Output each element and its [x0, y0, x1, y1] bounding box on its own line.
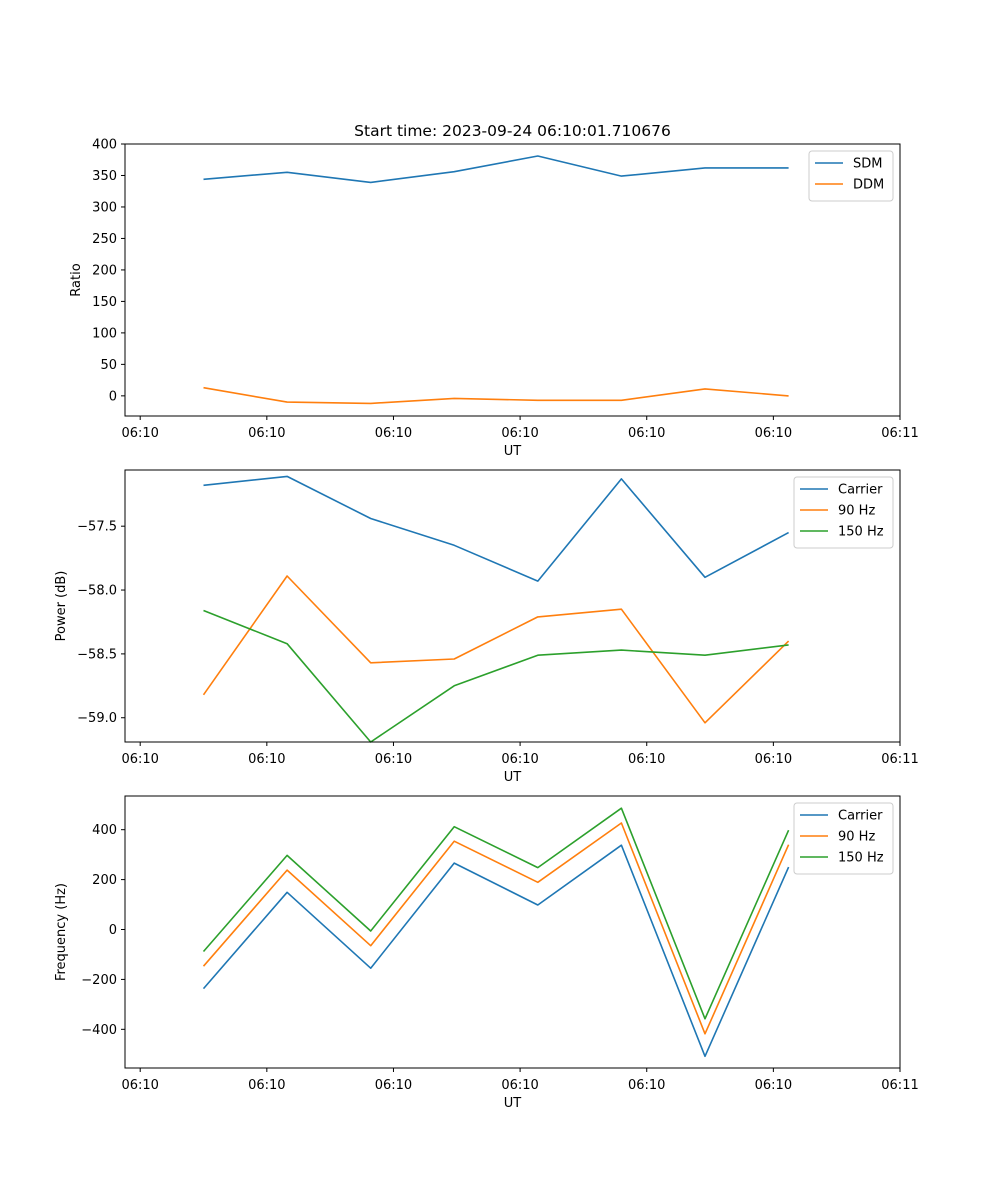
x-tick-label: 06:10 [375, 752, 412, 767]
x-tick-label: 06:10 [248, 1078, 285, 1093]
y-axis-label: Power (dB) [54, 571, 69, 642]
legend: SDM DDM [808, 150, 894, 202]
series-line-150-hz [202, 807, 790, 1020]
plot-frame [124, 469, 901, 743]
legend: Carrier 90 Hz 150 Hz [793, 476, 894, 549]
legend-label: 90 Hz [838, 830, 875, 845]
y-tick-label: 50 [100, 358, 117, 373]
legend: Carrier 90 Hz 150 Hz [793, 802, 894, 875]
legend-label: Carrier [838, 483, 883, 498]
x-tick-label: 06:10 [628, 752, 665, 767]
y-tick-label: 100 [92, 326, 117, 341]
x-tick-label: 06:10 [375, 1078, 412, 1093]
plot-frame [124, 795, 901, 1069]
x-tick-label: 06:10 [121, 426, 158, 441]
y-tick-label: −57.5 [77, 520, 117, 535]
y-tick-label: −400 [81, 1023, 117, 1038]
x-tick-label: 06:10 [248, 752, 285, 767]
y-tick-label: 200 [92, 873, 117, 888]
y-tick-label: −58.0 [77, 584, 117, 599]
series-line-150-hz [203, 609, 789, 743]
x-tick-label: 06:10 [121, 1078, 158, 1093]
x-tick-label: 06:11 [881, 1078, 918, 1093]
x-tick-label: 06:10 [755, 426, 792, 441]
x-tick-label: 06:10 [501, 752, 538, 767]
y-tick-label: −59.0 [77, 711, 117, 726]
series-line-sdm [203, 155, 789, 184]
x-tick-label: 06:10 [628, 426, 665, 441]
y-tick-label: 150 [92, 295, 117, 310]
y-tick-label: 400 [92, 823, 117, 838]
subplot-2: 06:10 06:10 06:10 06:10 06:10 06:10 06:11 −59.0… [54, 469, 919, 785]
x-tick-label: 06:10 [375, 426, 412, 441]
x-axis-label: UT [504, 1096, 522, 1111]
legend-label: 90 Hz [838, 504, 875, 519]
legend-label: DDM [853, 178, 884, 193]
x-tick-label: 06:10 [121, 752, 158, 767]
subplot-3: 06:10 06:10 06:10 06:10 06:10 06:10 06:11 −400 −… [54, 795, 919, 1111]
x-axis-label: UT [504, 770, 522, 785]
plot-frame [124, 143, 901, 417]
legend-label: SDM [853, 157, 882, 172]
legend-label: 150 Hz [838, 525, 884, 540]
y-tick-label: −200 [81, 973, 117, 988]
series-line-carrier [203, 475, 789, 582]
y-tick-label: 250 [92, 232, 117, 247]
y-tick-label: 400 [92, 138, 117, 153]
x-tick-label: 06:10 [501, 426, 538, 441]
y-axis-label: Frequency (Hz) [54, 883, 69, 981]
y-tick-label: 200 [92, 263, 117, 278]
x-tick-label: 06:10 [248, 426, 285, 441]
legend-label: 150 Hz [838, 851, 884, 866]
x-axis-label: UT [504, 444, 522, 459]
x-tick-label: 06:10 [628, 1078, 665, 1093]
legend-label: Carrier [838, 809, 883, 824]
x-tick-label: 06:10 [501, 1078, 538, 1093]
y-tick-label: 0 [109, 923, 117, 938]
series-line-ddm [203, 386, 789, 405]
series-line-90-hz [202, 575, 790, 724]
x-tick-label: 06:10 [755, 752, 792, 767]
subplot-1: 06:10 06:10 06:10 06:10 06:10 06:10 06:11 0 50 10… [69, 138, 919, 460]
figure-title: Start time: 2023-09-24 06:10:01.710676 [354, 122, 671, 140]
y-tick-label: 0 [109, 389, 117, 404]
y-axis-label: Ratio [69, 263, 84, 296]
y-tick-label: 300 [92, 200, 117, 215]
x-tick-label: 06:11 [881, 752, 918, 767]
y-tick-label: −58.5 [77, 647, 117, 662]
x-tick-label: 06:11 [881, 426, 918, 441]
x-tick-label: 06:10 [755, 1078, 792, 1093]
series-line-90-hz [202, 822, 790, 1035]
y-tick-label: 350 [92, 169, 117, 184]
series-line-carrier [202, 844, 790, 1058]
